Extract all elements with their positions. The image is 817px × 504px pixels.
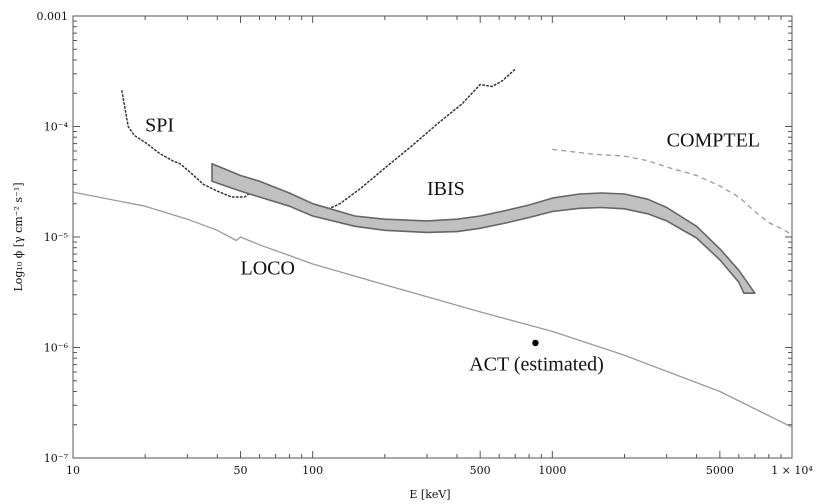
x-tick-label: 100 bbox=[302, 464, 323, 477]
series-comptel-line bbox=[552, 148, 793, 236]
series-spi-line bbox=[121, 68, 516, 213]
series-act-estimated-point bbox=[532, 339, 539, 347]
y-tick-label: 10⁻⁶ bbox=[44, 342, 69, 355]
annotation-comptel: COMPTEL bbox=[667, 129, 760, 151]
annotation-ibis: IBIS bbox=[427, 178, 465, 200]
series-ibis-band bbox=[211, 163, 756, 294]
plot-frame bbox=[72, 15, 793, 459]
x-tick-label: 50 bbox=[234, 464, 248, 477]
annotation-loco: LOCO bbox=[241, 257, 295, 279]
y-tick-label: 10⁻⁴ bbox=[44, 121, 69, 134]
y-tick-label: 10⁻⁵ bbox=[44, 231, 68, 244]
annotation-act-estimated: ACT (estimated) bbox=[469, 353, 604, 375]
axis-ticks: 10 50 100 500 1000 5000 1 × 10⁴ 10⁻⁷ 10⁻⁶ 10⁻⁵ 10⁻… bbox=[37, 10, 814, 477]
x-axis-label: E [keV] bbox=[409, 488, 450, 501]
plot-area: SPI COMPTEL IBIS LOCO ACT (estimated) bbox=[72, 15, 793, 459]
annotation-spi: SPI bbox=[145, 115, 174, 137]
x-tick-label: 10 bbox=[66, 464, 80, 477]
y-tick-label: 10⁻⁷ bbox=[44, 452, 69, 465]
series-loco-line bbox=[72, 191, 793, 428]
y-tick-label: 0.001 bbox=[37, 10, 69, 23]
y-axis-label: Log₁₀ ϕ [γ cm⁻² s⁻¹] bbox=[12, 182, 25, 291]
x-tick-label: 1000 bbox=[538, 464, 566, 477]
x-tick-label: 5000 bbox=[706, 464, 734, 477]
x-tick-label: 500 bbox=[470, 464, 491, 477]
x-tick-label: 1 × 10⁴ bbox=[771, 464, 813, 477]
